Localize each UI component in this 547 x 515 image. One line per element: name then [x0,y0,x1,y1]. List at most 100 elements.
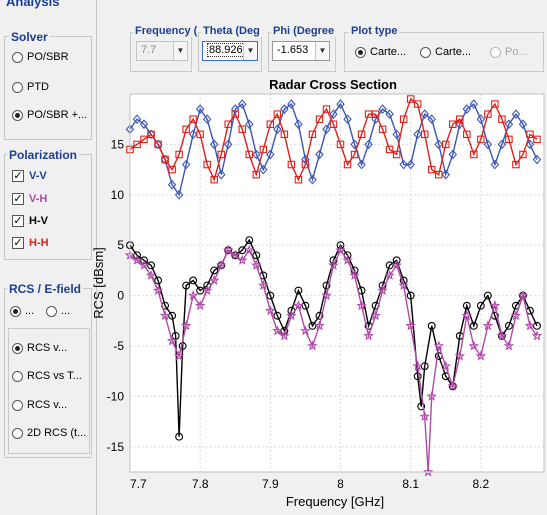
series-v-h-point [208,274,220,285]
polarization-vv[interactable]: ✓ V-V [12,170,47,182]
series-v-h-point [201,285,213,296]
series-v-h-point [138,259,150,270]
series-v-h-point [300,325,311,336]
series-h-v-point [252,251,261,260]
series-h-v-point [168,311,177,320]
series-h-v-point [462,301,471,310]
series-h-v-point [175,432,184,441]
chart-plot-background [130,94,544,472]
plot-type-option-2-radio[interactable] [420,46,431,58]
series-v-h [124,244,543,477]
rcs-option-3-label: RCS v... [27,399,68,411]
solver-option-po-sbr-plus[interactable]: PO/SBR +... [12,109,87,121]
solver-option-po-sbr[interactable]: PO/SBR [12,51,69,63]
series-h-v-point [154,276,163,285]
frequency-select[interactable]: 7.7 ▼ [136,41,188,61]
series-h-h-point [526,130,534,139]
series-v-h-point [258,279,269,291]
series-h-h-point [217,150,225,159]
theta-value: 88.926 [207,43,245,57]
series-v-v-point [280,104,289,114]
y-tick-label: -15 [107,440,125,454]
rcs-efield-top-option-1-label: ... [25,305,35,317]
series-h-h-point [371,110,380,118]
rcs-option-4-radio[interactable] [12,427,23,439]
series-v-h-point [454,350,466,361]
series-h-h-point [301,160,310,169]
rcs-option-1[interactable]: RCS v... [12,342,67,354]
rcs-efield-top-option-1-radio[interactable] [10,305,21,317]
series-v-h-point [419,411,430,422]
series-v-v-point [266,149,275,160]
series-h-v-point [301,301,310,310]
rcs-option-4[interactable]: 2D RCS (t... [12,427,86,439]
series-v-h-point [496,330,508,341]
solver-option-po-sbr-plus-radio[interactable] [12,109,23,121]
series-h-h-point [238,125,247,134]
series-v-v-point [413,129,422,140]
theta-select[interactable]: 88.926 ▼ [202,41,258,61]
rcs-option-1-radio[interactable] [12,342,23,354]
series-h-v-point [140,256,148,265]
polarization-hh-checkbox[interactable]: ✓ [12,237,24,249]
series-v-h-point [321,290,332,301]
series-v-v-point [238,99,247,109]
rcs-option-2-radio[interactable] [12,370,23,382]
x-tick-label: 7.8 [192,477,209,491]
rcs-efield-top-option-2-radio[interactable] [46,305,57,317]
polarization-vv-checkbox[interactable]: ✓ [12,170,24,182]
frequency-dropdown-icon[interactable]: ▼ [173,42,187,60]
series-h-h-point [161,155,169,164]
series-h-h-point [392,150,401,159]
polarization-vh-checkbox[interactable]: ✓ [12,193,24,205]
polarization-vv-label: V-V [29,170,47,182]
series-h-h-point [477,135,485,144]
phi-dropdown-icon[interactable]: ▼ [315,42,329,60]
series-v-h-point [215,259,227,270]
series-v-v-point [174,189,184,200]
series-h-h-point [203,160,211,169]
solver-option-po-sbr-label: PO/SBR [27,51,69,63]
polarization-hv-checkbox[interactable]: ✓ [12,215,24,227]
rcs-efield-top-option-1[interactable]: ... [10,305,34,317]
series-v-h-point [503,340,515,351]
series-h-h-point [133,140,141,149]
polarization-hh[interactable]: ✓ H-H [12,237,49,249]
series-v-v-point [245,119,254,130]
rcs-option-2[interactable]: RCS vs T... [12,370,82,382]
series-h-h-point [189,115,197,123]
series-h-v-point [133,251,141,260]
series-v-v-point [406,159,415,170]
series-v-h-point [370,310,381,321]
chart-xlabel: Frequency [GHz] [286,494,384,509]
plot-type-option-3-label: Po... [505,46,528,58]
series-h-h-point [280,130,289,139]
phi-select[interactable]: -1.653 ▼ [272,41,330,61]
frequency-label: Frequency ( [133,25,200,37]
series-v-h-point [229,249,241,260]
rcs-efield-top-option-2[interactable]: ... [46,305,70,317]
series-h-v-point [476,301,485,310]
series-v-v-point [448,149,458,160]
series-h-v-point [417,402,426,411]
x-tick-label: 7.9 [262,477,279,491]
series-v-h-point [279,330,290,341]
solver-option-po-sbr-radio[interactable] [12,51,23,63]
polarization-hv[interactable]: ✓ H-V [12,215,48,227]
y-tick-label: 0 [117,289,124,303]
rcs-option-3-radio[interactable] [12,399,23,411]
plot-type-option-1[interactable]: Carte... [355,46,406,58]
theta-dropdown-icon[interactable]: ▼ [243,42,257,60]
plot-type-option-2[interactable]: Carte... [420,46,471,58]
solver-option-ptd[interactable]: PTD [12,81,49,93]
polarization-vh[interactable]: ✓ V-H [12,193,47,205]
solver-option-ptd-radio[interactable] [12,81,23,93]
series-h-v-point [147,261,156,270]
series-h-v-point [483,291,492,300]
series-v-h-point [405,320,416,331]
rcs-option-3[interactable]: RCS v... [12,399,67,411]
series-v-v-point [336,99,345,109]
series-v-h-point [166,335,178,346]
plot-type-option-1-radio[interactable] [355,46,366,58]
series-v-h-point [335,244,346,255]
